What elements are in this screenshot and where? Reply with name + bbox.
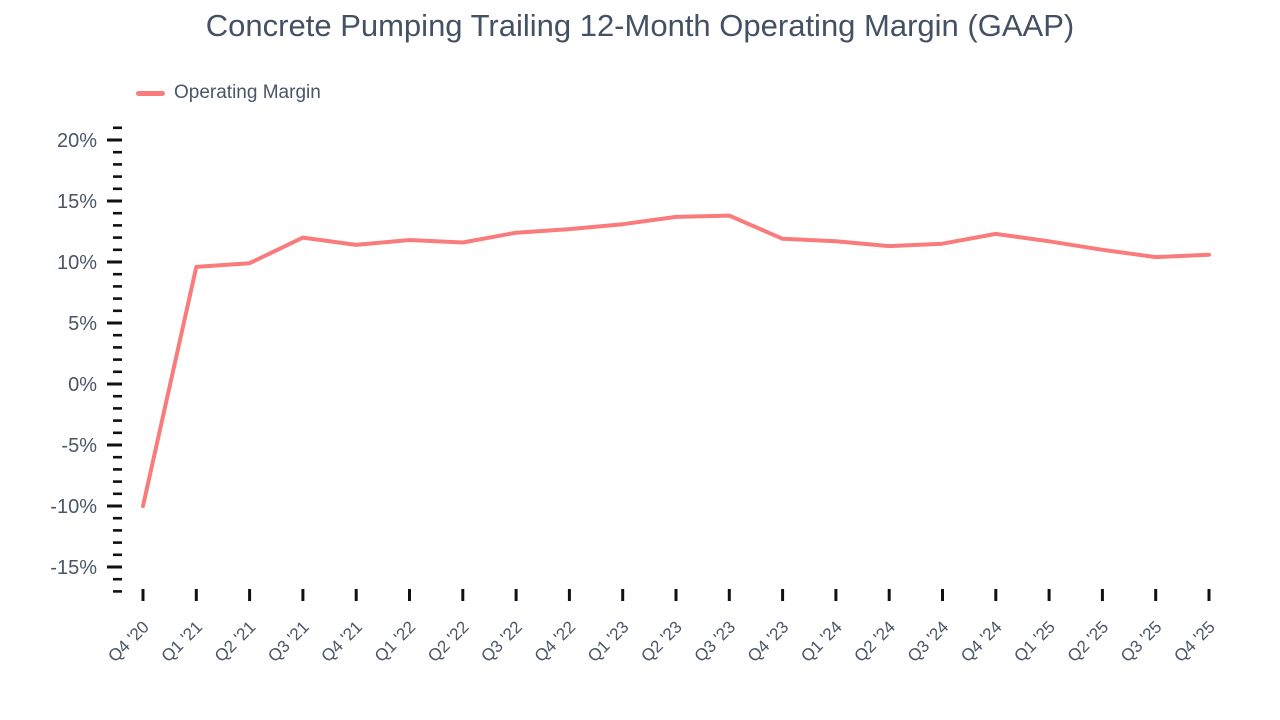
x-tick-label: Q4 '25 [1170,617,1218,665]
x-tick-label: Q3 '21 [264,617,312,665]
x-tick-label: Q4 '24 [957,617,1005,665]
x-tick-label: Q2 '24 [851,617,899,665]
x-tick-label: Q4 '23 [744,617,792,665]
chart-title: Concrete Pumping Trailing 12-Month Opera… [205,8,1075,43]
x-tick-label: Q1 '23 [584,617,632,665]
y-tick-label: 5% [68,313,97,335]
x-tick-label: Q4 '20 [104,617,152,665]
y-tick-label: 20% [57,130,97,152]
x-tick-label: Q2 '21 [211,617,259,665]
y-tick-label: -15% [50,557,97,579]
y-tick-label: -5% [61,435,97,457]
x-tick-label: Q3 '24 [904,617,952,665]
x-tick-label: Q4 '21 [318,617,366,665]
y-tick-label: -10% [50,496,97,518]
x-tick-label: Q3 '23 [691,617,739,665]
x-tick-label: Q3 '25 [1117,617,1165,665]
x-tick-label: Q2 '22 [424,617,472,665]
x-tick-label: Q3 '22 [477,617,525,665]
series-line-operating-margin [141,213,1211,508]
y-tick-label: 15% [57,191,97,213]
legend-label: Operating Margin [174,82,321,103]
x-tick-label: Q1 '24 [797,617,845,665]
x-tick-label: Q1 '22 [371,617,419,665]
y-tick-label: 10% [57,252,97,274]
y-tick-label: 0% [68,374,97,396]
x-tick-label: Q2 '25 [1064,617,1112,665]
x-tick-label: Q1 '25 [1010,617,1058,665]
legend-line-swatch [136,90,165,96]
x-tick-label: Q4 '22 [531,617,579,665]
x-tick-label: Q2 '23 [637,617,685,665]
x-tick-label: Q1 '21 [158,617,206,665]
legend: Operating Margin [136,82,321,104]
